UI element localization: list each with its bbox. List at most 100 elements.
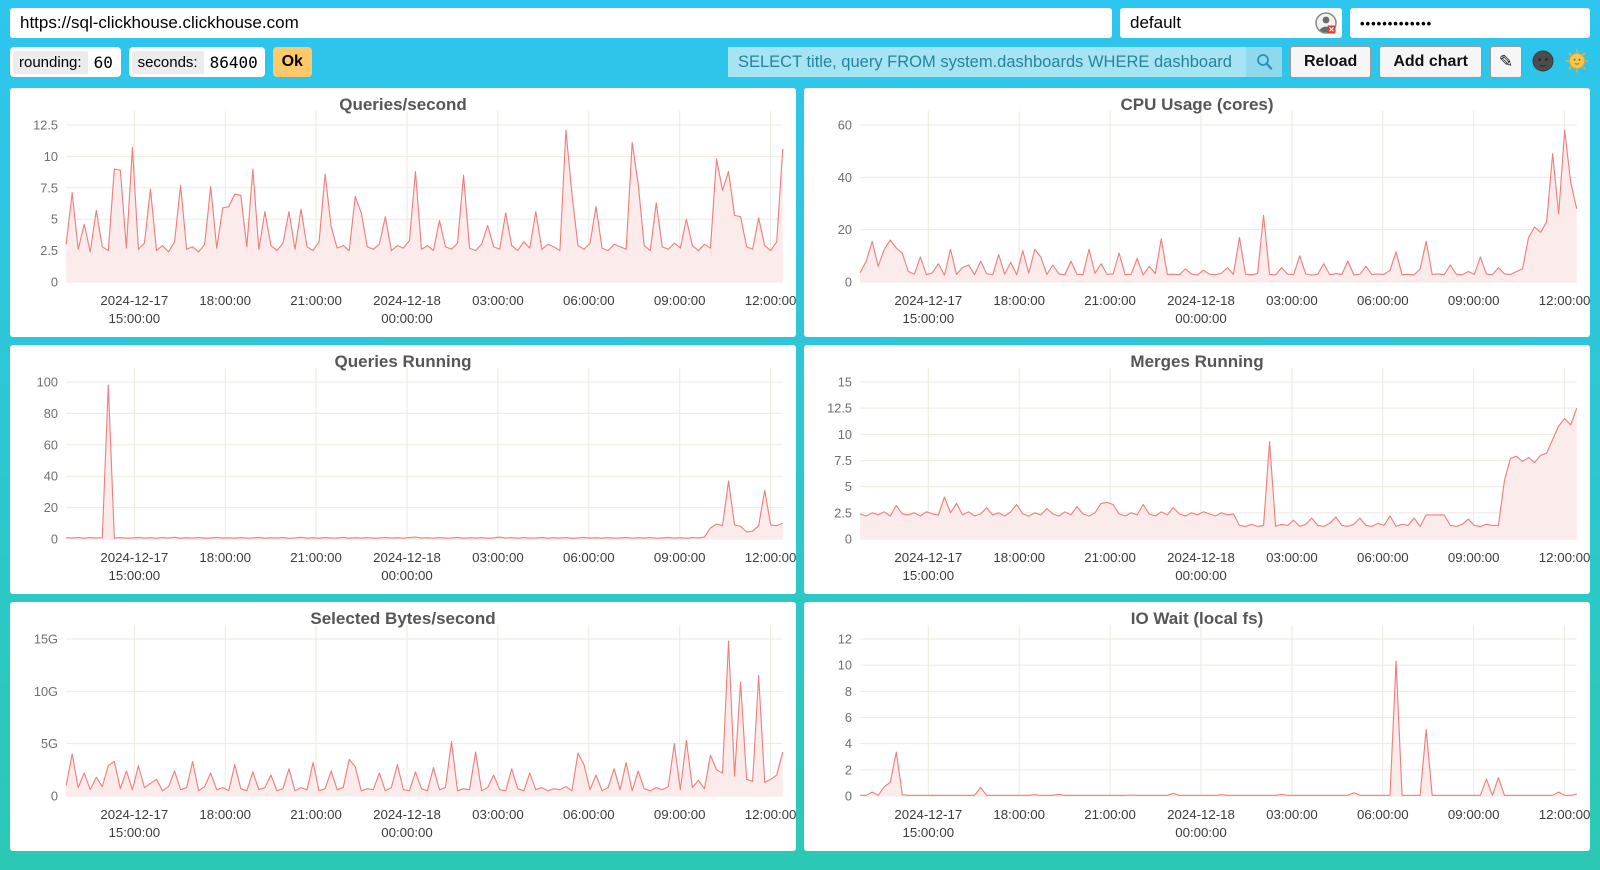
x-tick-label: 06:00:00 bbox=[563, 807, 615, 822]
x-tick-label: 03:00:00 bbox=[472, 293, 524, 308]
chart-area bbox=[860, 130, 1577, 282]
chart-line bbox=[859, 129, 1578, 276]
x-tick-label: 2024-12-18 bbox=[1167, 807, 1235, 822]
rounding-label: rounding: bbox=[13, 50, 88, 74]
x-tick-label: 2024-12-17 bbox=[100, 293, 168, 308]
y-tick-label: 5 bbox=[845, 480, 852, 494]
user-input[interactable] bbox=[1120, 8, 1342, 38]
pencil-icon: ✎ bbox=[1498, 52, 1514, 71]
chart-card-io-wait-local-fs-: IO Wait (local fs) 2024-12-17 15:00:00 18:0… bbox=[804, 602, 1590, 851]
svg-text:✕: ✕ bbox=[1328, 25, 1334, 34]
x-tick-label: 2024-12-17 bbox=[894, 807, 962, 822]
x-tick-label: 06:00:00 bbox=[563, 293, 615, 308]
x-tick-label-time: 15:00:00 bbox=[903, 311, 955, 326]
x-tick-label: 2024-12-18 bbox=[373, 293, 441, 308]
edit-button[interactable]: ✎ bbox=[1490, 46, 1522, 78]
seconds-field: seconds: bbox=[128, 47, 265, 77]
dashboard-query-wrap bbox=[727, 47, 1282, 77]
y-tick-label: 0 bbox=[51, 533, 58, 547]
y-tick-label: 2 bbox=[845, 763, 852, 777]
x-tick-label: 12:00:00 bbox=[1539, 293, 1590, 308]
x-tick-label: 21:00:00 bbox=[1084, 550, 1136, 565]
x-tick-label: 09:00:00 bbox=[1448, 550, 1500, 565]
x-tick-label-time: 00:00:00 bbox=[381, 311, 433, 326]
chart-title: Queries Running bbox=[334, 352, 472, 371]
x-tick-label: 18:00:00 bbox=[993, 293, 1045, 308]
chart-area bbox=[66, 641, 783, 796]
chart-line bbox=[65, 129, 784, 253]
x-tick-label: 12:00:00 bbox=[745, 550, 796, 565]
x-tick-label: 21:00:00 bbox=[290, 550, 342, 565]
x-tick-label: 09:00:00 bbox=[654, 550, 706, 565]
x-tick-label-time: 00:00:00 bbox=[1175, 825, 1227, 840]
x-tick-label: 21:00:00 bbox=[1084, 807, 1136, 822]
y-tick-label: 40 bbox=[44, 470, 58, 484]
run-query-button[interactable] bbox=[1245, 47, 1282, 77]
x-tick-label: 2024-12-18 bbox=[1167, 293, 1235, 308]
server-url-input[interactable] bbox=[10, 8, 1112, 38]
chart-title: CPU Usage (cores) bbox=[1120, 95, 1274, 114]
magnifier-icon bbox=[1257, 54, 1273, 70]
x-tick-label-time: 00:00:00 bbox=[381, 568, 433, 583]
x-tick-label: 12:00:00 bbox=[1539, 550, 1590, 565]
ok-button[interactable]: Ok bbox=[272, 47, 312, 77]
x-tick-label: 12:00:00 bbox=[1539, 807, 1590, 822]
y-tick-label: 80 bbox=[44, 407, 58, 421]
x-tick-label-time: 15:00:00 bbox=[903, 825, 955, 840]
y-tick-label: 2.5 bbox=[40, 244, 58, 258]
y-tick-label: 5 bbox=[51, 213, 58, 227]
x-tick-label: 03:00:00 bbox=[1266, 550, 1318, 565]
dark-theme-button[interactable] bbox=[1530, 49, 1556, 75]
moon-face-icon bbox=[1532, 50, 1554, 72]
x-tick-label-time: 00:00:00 bbox=[1175, 568, 1227, 583]
x-tick-label: 18:00:00 bbox=[199, 293, 251, 308]
x-tick-label-time: 15:00:00 bbox=[109, 825, 161, 840]
x-tick-label: 2024-12-17 bbox=[100, 550, 168, 565]
x-tick-label: 09:00:00 bbox=[1448, 293, 1500, 308]
top-bar: ✕ bbox=[0, 0, 1600, 38]
x-tick-label: 06:00:00 bbox=[1357, 550, 1409, 565]
y-tick-label: 5G bbox=[41, 737, 58, 751]
x-tick-label: 21:00:00 bbox=[1084, 293, 1136, 308]
x-tick-label: 18:00:00 bbox=[199, 550, 251, 565]
user-field-wrap: ✕ bbox=[1120, 8, 1342, 38]
chart-card-queries-second: Queries/second 2024-12-17 15:00:00 18:00:00… bbox=[10, 88, 796, 337]
chart-canvas: 2024-12-17 15:00:00 18:00:00 21:00:00 2024-1… bbox=[838, 625, 1590, 840]
x-tick-label: 09:00:00 bbox=[654, 293, 706, 308]
chart-canvas: 2024-12-17 15:00:00 18:00:00 21:00:00 2024-1… bbox=[33, 111, 796, 326]
password-input[interactable] bbox=[1350, 8, 1590, 38]
chart-area bbox=[66, 130, 783, 282]
y-tick-label: 20 bbox=[44, 501, 58, 515]
chart-title: IO Wait (local fs) bbox=[1130, 609, 1264, 628]
x-tick-label: 18:00:00 bbox=[993, 550, 1045, 565]
chart-card-merges-running: Merges Running 2024-12-17 15:00:00 18:00:00… bbox=[804, 345, 1590, 594]
dashboard-grid: Queries/second 2024-12-17 15:00:00 18:00:00… bbox=[0, 86, 1600, 861]
rounding-input[interactable] bbox=[87, 52, 118, 72]
y-tick-label: 0 bbox=[845, 276, 852, 290]
x-tick-label: 03:00:00 bbox=[472, 550, 524, 565]
x-tick-label: 06:00:00 bbox=[1357, 293, 1409, 308]
y-tick-label: 40 bbox=[838, 171, 852, 185]
seconds-input[interactable] bbox=[203, 52, 262, 72]
reload-button[interactable]: Reload bbox=[1289, 46, 1372, 78]
y-tick-label: 20 bbox=[838, 223, 852, 237]
y-tick-label: 10 bbox=[838, 659, 852, 673]
y-tick-label: 12.5 bbox=[33, 119, 58, 133]
add-chart-button[interactable]: Add chart bbox=[1379, 46, 1482, 78]
x-tick-label-time: 15:00:00 bbox=[109, 311, 161, 326]
chart-area bbox=[860, 408, 1577, 539]
chart-canvas: 2024-12-17 15:00:00 18:00:00 21:00:00 2024-1… bbox=[34, 625, 796, 840]
chart-area bbox=[66, 385, 783, 539]
y-tick-label: 4 bbox=[845, 737, 852, 751]
x-tick-label: 2024-12-18 bbox=[373, 807, 441, 822]
x-tick-label-time: 00:00:00 bbox=[1175, 311, 1227, 326]
dashboard-query-input[interactable] bbox=[727, 47, 1246, 77]
light-theme-button[interactable] bbox=[1564, 49, 1590, 75]
y-tick-label: 2.5 bbox=[834, 506, 852, 520]
x-tick-label: 03:00:00 bbox=[472, 807, 524, 822]
y-tick-label: 15 bbox=[838, 376, 852, 390]
y-tick-label: 10G bbox=[34, 685, 58, 699]
x-tick-label: 2024-12-17 bbox=[894, 293, 962, 308]
x-tick-label-time: 15:00:00 bbox=[903, 568, 955, 583]
x-tick-label: 2024-12-17 bbox=[100, 807, 168, 822]
